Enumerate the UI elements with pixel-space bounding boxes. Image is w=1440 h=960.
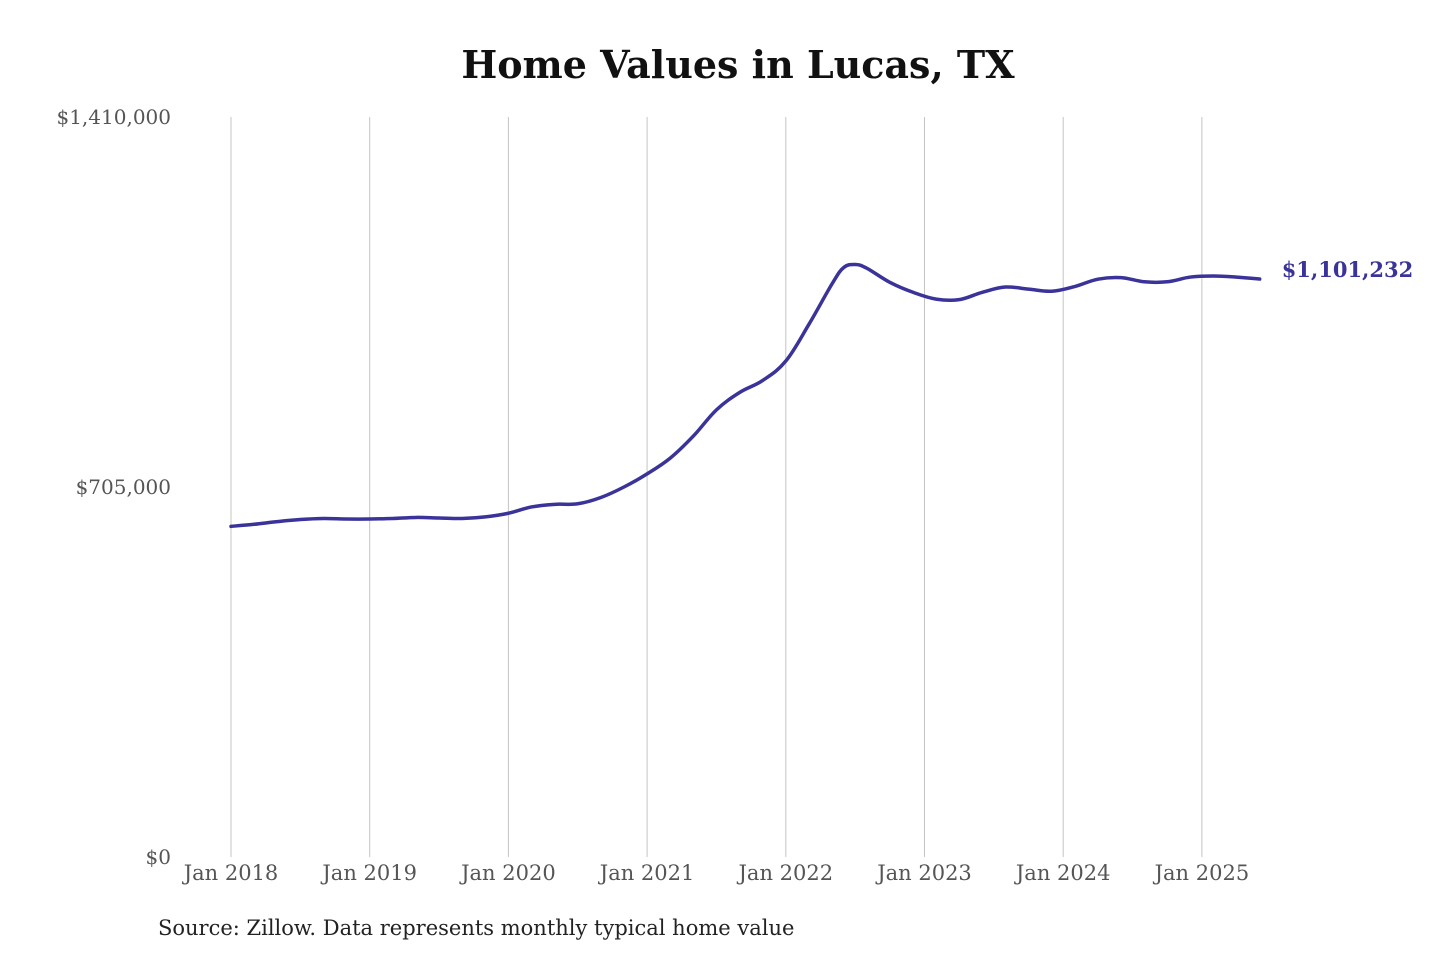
y-axis-ticks: $0 $705,000 $1,410,000: [56, 105, 171, 869]
source-note: Source: Zillow. Data represents monthly …: [158, 916, 795, 940]
x-tick-label-6: Jan 2024: [1014, 861, 1111, 885]
y-tick-label-2: $1,410,000: [56, 105, 171, 129]
x-tick-label-2: Jan 2020: [459, 861, 556, 885]
end-value-label: $1,101,232: [1282, 257, 1414, 282]
x-tick-label-5: Jan 2023: [875, 861, 972, 885]
x-tick-label-0: Jan 2018: [182, 861, 279, 885]
x-tick-label-3: Jan 2021: [598, 861, 695, 885]
x-tick-label-7: Jan 2025: [1153, 861, 1250, 885]
chart-title: Home Values in Lucas, TX: [461, 42, 1015, 87]
y-tick-label-1: $705,000: [76, 475, 171, 499]
x-axis-ticks: Jan 2018 Jan 2019 Jan 2020 Jan 2021 Jan 2022…: [182, 861, 1249, 885]
gridlines: [230, 117, 1203, 857]
y-tick-label-0: $0: [146, 845, 171, 869]
series-layer: [229, 262, 1262, 529]
line-chart: $0$705,000$1,410,000 Jan 2018 Jan 2019 Jan…: [56, 105, 1414, 885]
end-label-layer: $1,101,232: [1282, 257, 1414, 282]
x-tick-label-4: Jan 2022: [737, 861, 834, 885]
series-line-0: [229, 262, 1262, 529]
x-tick-label-1: Jan 2019: [320, 861, 417, 885]
